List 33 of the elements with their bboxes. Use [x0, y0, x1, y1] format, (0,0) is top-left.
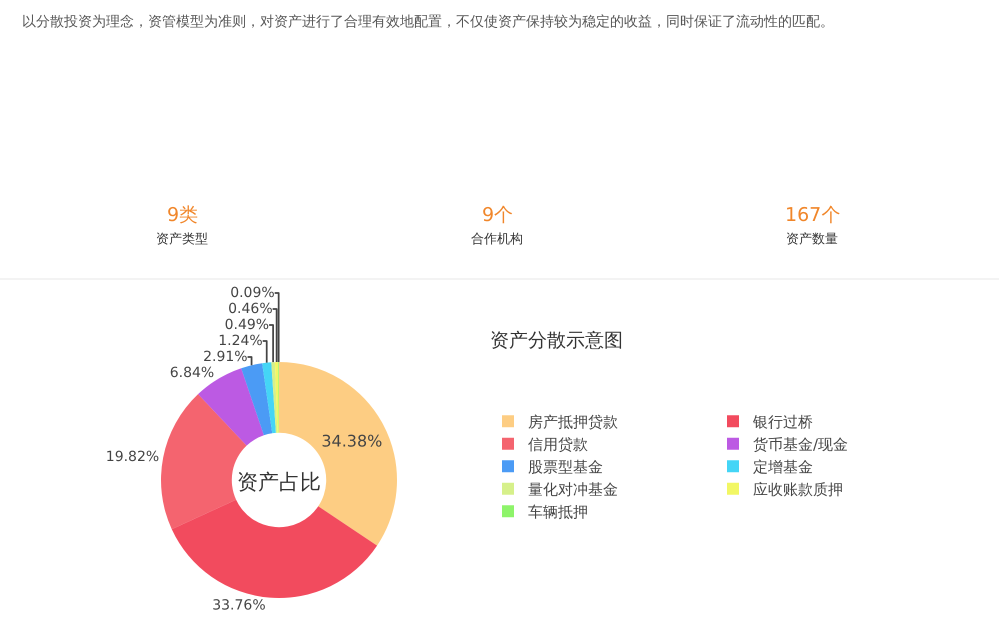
donut-slice — [172, 500, 378, 598]
legend-label: 定增基金 — [753, 458, 813, 476]
text: 资产分散示意图 — [490, 330, 623, 352]
legend-label: 股票型基金 — [528, 458, 603, 476]
text: 9个 — [482, 204, 514, 226]
data-label: 34.38% — [321, 432, 382, 451]
data-label: 1.24% — [218, 332, 263, 349]
data-label: 6.84% — [170, 364, 214, 381]
text: 资产占比 — [237, 470, 321, 494]
legend-label: 房产抵押贷款 — [528, 413, 618, 432]
legend-label: 量化对冲基金 — [528, 480, 618, 499]
legend-label: 应收账款质押 — [753, 480, 843, 499]
donut-slice — [241, 363, 272, 436]
data-label: 0.46% — [228, 300, 273, 317]
text: 资产数量 — [786, 232, 838, 247]
donut-slice — [262, 362, 276, 434]
text: 合作机构 — [471, 232, 523, 247]
donut-slice — [279, 362, 397, 546]
legend-label: 货币基金/现金 — [753, 436, 848, 454]
donut-slice — [271, 362, 278, 433]
data-label: 33.76% — [212, 598, 266, 614]
text: 以分散投资为理念，资管模型为准则，对资产进行了合理有效地配置，不仅使资产保持较为稳定的收益，同时保证了流动性的匹配。 — [22, 14, 834, 30]
legend-label: 信用贷款 — [528, 436, 588, 454]
donut-slice — [274, 362, 279, 433]
legend-label: 银行过桥 — [752, 413, 813, 432]
data-label: 2.91% — [203, 348, 248, 365]
data-label: 0.49% — [224, 316, 270, 333]
data-label: 19.82% — [106, 449, 160, 466]
data-label: 0.09% — [230, 284, 275, 301]
text: 资产类型 — [156, 232, 208, 247]
text: 9类 — [167, 204, 198, 226]
legend-label: 车辆抵押 — [528, 503, 588, 522]
text: 167个 — [785, 204, 840, 226]
